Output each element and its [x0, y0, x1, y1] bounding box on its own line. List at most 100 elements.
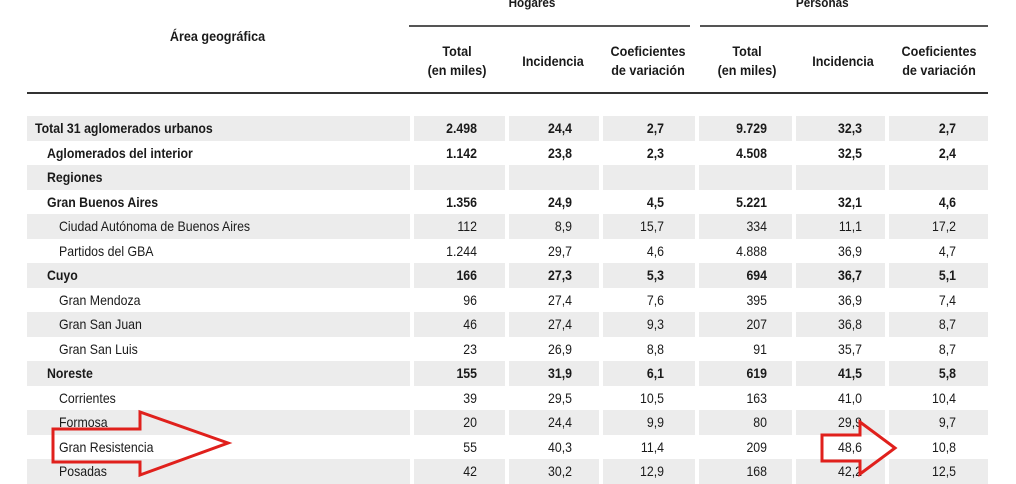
table-row: Gran Buenos Aires 1.356 24,9 4,5 5.221 32,1 4,… [27, 189, 988, 214]
column-separator [599, 459, 603, 484]
table-row: Regiones [27, 165, 988, 190]
column-separator [505, 140, 509, 165]
table-cell: 48,6 [838, 438, 862, 455]
table-cell: 7,4 [938, 291, 956, 308]
table-cell: 209 [746, 438, 767, 455]
column-separator [695, 336, 699, 361]
column-separator [410, 214, 414, 239]
table-cell: 10,4 [932, 389, 956, 406]
column-separator [695, 312, 699, 337]
table-cell: 42 [463, 463, 477, 479]
table-row: Partidos del GBA 1.244 29,7 4,6 4.888 36,9 4,7 [27, 238, 988, 263]
table-cell: 96 [463, 291, 477, 308]
column-separator [885, 410, 889, 435]
column-separator [792, 385, 796, 410]
table-cell: 40,3 [548, 438, 572, 455]
column-separator [792, 312, 796, 337]
row-label: Regiones [47, 169, 103, 185]
table-cell: 8,7 [938, 316, 956, 332]
column-separator [599, 336, 603, 361]
table-cell: 41,0 [838, 389, 862, 406]
table-cell: 2,7 [938, 120, 956, 136]
table-row: Cuyo 166 27,3 5,3 694 36,7 5,1 [27, 263, 988, 288]
col-header-personas-total: Total (en miles) [717, 43, 777, 78]
table-cell: 1.356 [446, 193, 477, 210]
column-separator [695, 385, 699, 410]
column-separator [410, 116, 414, 141]
table-cell: 9,7 [938, 414, 956, 430]
column-separator [885, 385, 889, 410]
column-separator [885, 165, 889, 190]
table-cell: 17,2 [932, 218, 956, 234]
row-label: Total 31 aglomerados urbanos [35, 120, 213, 136]
table-cell: 36,7 [838, 267, 862, 283]
column-separator [792, 165, 796, 190]
column-separator [792, 238, 796, 263]
column-separator [599, 410, 603, 435]
table-cell: 12,5 [932, 463, 956, 479]
row-label: Formosa [59, 414, 108, 430]
column-separator [505, 385, 509, 410]
column-separator [410, 238, 414, 263]
row-label: Corrientes [59, 389, 116, 406]
header-rule [27, 92, 988, 94]
column-separator [410, 312, 414, 337]
column-separator [505, 238, 509, 263]
column-separator [599, 238, 603, 263]
table-cell: 168 [746, 463, 767, 479]
table-cell: 4,5 [646, 193, 664, 210]
column-separator [695, 140, 699, 165]
column-separator [599, 361, 603, 386]
row-label: Posadas [59, 463, 107, 479]
column-separator [885, 116, 889, 141]
table-cell: 2,4 [938, 144, 956, 161]
table-row: Gran San Juan 46 27,4 9,3 207 36,8 8,7 [27, 312, 988, 337]
column-separator [410, 165, 414, 190]
table-cell: 8,8 [646, 340, 664, 357]
table-cell: 395 [746, 291, 767, 308]
table-cell: 80 [753, 414, 767, 430]
col-header-hogares-total: Total (en miles) [427, 43, 487, 78]
row-label: Gran Mendoza [59, 291, 141, 308]
column-separator [505, 410, 509, 435]
column-separator [505, 116, 509, 141]
column-separator [885, 214, 889, 239]
column-separator [505, 336, 509, 361]
column-separator [695, 287, 699, 312]
table-cell: 2.498 [446, 120, 477, 136]
column-separator [599, 140, 603, 165]
table-cell: 207 [746, 316, 767, 332]
table-cell: 23 [463, 340, 477, 357]
column-separator [410, 459, 414, 484]
column-separator [885, 263, 889, 288]
column-separator [505, 312, 509, 337]
column-separator [885, 434, 889, 459]
table-cell: 91 [753, 340, 767, 357]
table-cell: 11,1 [838, 218, 862, 234]
table-cell: 163 [746, 389, 767, 406]
table-row: Aglomerados del interior 1.142 23,8 2,3 4.50… [27, 140, 988, 165]
column-separator [410, 336, 414, 361]
column-separator [599, 214, 603, 239]
table-cell: 20 [463, 414, 477, 430]
table-cell: 1.142 [446, 144, 477, 161]
table-cell: 4,7 [938, 242, 956, 259]
table-cell: 694 [746, 267, 767, 283]
column-separator [792, 459, 796, 484]
column-separator [695, 459, 699, 484]
table-cell: 4.508 [736, 144, 767, 161]
table-cell: 619 [746, 365, 767, 381]
table-cell: 5,1 [938, 267, 956, 283]
table-cell: 32,3 [838, 120, 862, 136]
row-label: Aglomerados del interior [47, 144, 193, 161]
table-cell: 4,6 [646, 242, 664, 259]
table-cell: 27,3 [548, 267, 572, 283]
table-row: Ciudad Autónoma de Buenos Aires 112 8,9 15,… [27, 214, 988, 239]
table-cell: 46 [463, 316, 477, 332]
column-separator [505, 361, 509, 386]
red-arrow-icon [51, 409, 233, 478]
table-row: Gran Mendoza 96 27,4 7,6 395 36,9 7,4 [27, 287, 988, 312]
column-separator [410, 385, 414, 410]
data-table-body: Total 31 aglomerados urbanos 2.498 24,4 2,7… [27, 116, 988, 484]
column-separator [885, 459, 889, 484]
